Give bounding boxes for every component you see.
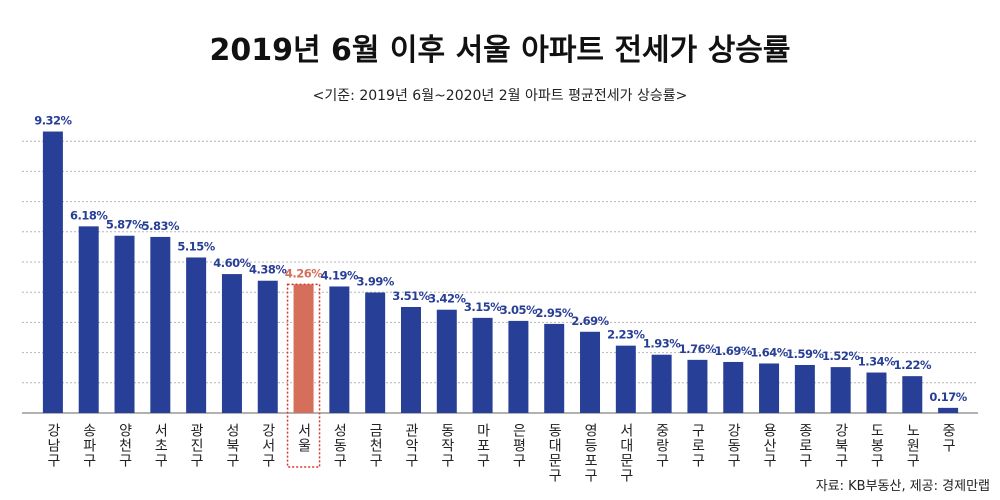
- x-tick-label: 서울: [296, 423, 312, 453]
- value-label: 0.17%: [929, 390, 967, 404]
- bar: [329, 286, 350, 413]
- x-tick-label: 성동구: [331, 423, 347, 468]
- x-tick-label: 광진구: [188, 423, 204, 468]
- bar: [938, 407, 959, 413]
- value-label: 1.59%: [786, 347, 824, 361]
- bar: [472, 317, 493, 413]
- bar: [759, 363, 780, 413]
- bar: [257, 280, 278, 413]
- value-label: 5.15%: [177, 239, 215, 253]
- x-tick-label: 서초구: [152, 423, 168, 468]
- value-label: 1.69%: [715, 344, 753, 358]
- value-label: 2.95%: [536, 306, 574, 320]
- bar: [544, 323, 565, 413]
- value-label: 3.42%: [428, 292, 466, 306]
- bar: [830, 367, 851, 413]
- value-label: 1.76%: [679, 342, 717, 356]
- x-tick-label: 양천구: [117, 423, 133, 468]
- value-label: 3.15%: [464, 300, 502, 314]
- value-label: 4.60%: [213, 256, 251, 270]
- x-tick-label: 성북구: [224, 423, 240, 468]
- x-tick-label: 종로구: [797, 423, 813, 468]
- x-tick-label: 노원구: [904, 423, 920, 468]
- chart-subtitle: <기준: 2019년 6월~2020년 2월 아파트 평균전세가 상승률>: [313, 88, 688, 104]
- x-tick-label: 송파구: [81, 423, 97, 468]
- bar: [794, 364, 815, 413]
- x-tick-label: 구로구: [689, 423, 705, 468]
- x-tick-label: 강북구: [833, 423, 849, 468]
- x-tick-label: 관악구: [403, 423, 419, 468]
- bar: [723, 361, 744, 413]
- value-label: 4.26%: [285, 266, 323, 280]
- value-label: 4.38%: [249, 263, 287, 277]
- bar: [400, 306, 421, 413]
- value-label: 3.05%: [500, 303, 538, 317]
- bar: [150, 236, 171, 413]
- bar: [436, 309, 457, 413]
- value-label: 1.64%: [750, 345, 788, 359]
- x-tick-label: 동작구: [439, 423, 455, 468]
- value-label: 2.69%: [571, 314, 609, 328]
- source-note: 자료: KB부동산, 제공: 경제만랩: [816, 479, 990, 494]
- x-tick-label: 용산구: [761, 423, 777, 468]
- bar: [580, 331, 601, 413]
- value-label: 9.32%: [34, 114, 72, 128]
- bar: [365, 292, 386, 413]
- highlight-box: [286, 283, 321, 468]
- chart-title: 2019년 6월 이후 서울 아파트 전세가 상승률: [209, 33, 790, 68]
- bar: [186, 257, 207, 413]
- x-tick-label: 은평구: [510, 423, 526, 468]
- bar: [114, 235, 135, 413]
- value-label: 1.34%: [858, 355, 896, 369]
- bar: [615, 345, 636, 413]
- value-label: 6.18%: [70, 208, 108, 222]
- bar: [866, 372, 887, 413]
- x-tick-label: 마포구: [475, 423, 491, 468]
- x-tick-label: 서대문구: [618, 423, 634, 483]
- x-tick-label: 강남구: [45, 423, 61, 468]
- value-label: 1.93%: [643, 337, 681, 351]
- value-label: 4.19%: [321, 268, 359, 282]
- bar: [687, 359, 708, 413]
- x-tick-label: 동대문구: [546, 423, 562, 483]
- value-label: 3.51%: [392, 289, 430, 303]
- value-label: 2.23%: [607, 328, 645, 342]
- bar: [651, 354, 672, 413]
- bar: [293, 284, 314, 413]
- value-label: 5.83%: [142, 219, 180, 233]
- x-tick-label: 금천구: [367, 423, 383, 468]
- bar: [42, 131, 63, 413]
- x-tick-label: 영등포구: [582, 423, 598, 483]
- value-label: 3.99%: [356, 275, 394, 289]
- value-label: 5.87%: [106, 218, 144, 232]
- bar: [78, 226, 99, 413]
- bar: [508, 320, 529, 413]
- value-label: 1.52%: [822, 349, 860, 363]
- x-tick-label: 도봉구: [868, 423, 884, 468]
- x-tick-label: 중랑구: [654, 423, 670, 468]
- bar: [221, 274, 242, 413]
- x-tick-label: 강동구: [725, 423, 741, 468]
- x-tick-label: 중구: [940, 423, 956, 453]
- bar: [902, 376, 923, 413]
- value-label: 1.22%: [894, 358, 932, 372]
- x-tick-label: 강서구: [260, 423, 276, 468]
